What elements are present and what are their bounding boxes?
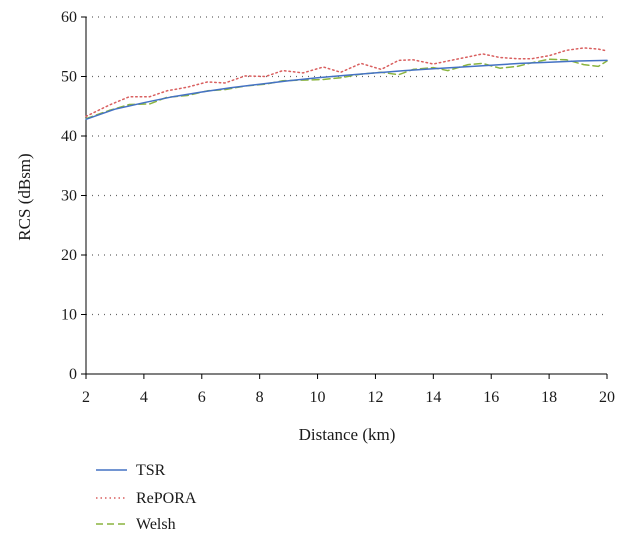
tick-labels: 0 10 20 30 40 50 60 2 4 6 8 10 12 14 16 18 20 [61,9,615,406]
y-tick-label: 50 [61,69,77,86]
legend-item-welsh: Welsh [96,516,176,533]
legend-label-welsh: Welsh [136,516,176,533]
series-line-welsh [85,58,608,120]
series-line-repora [85,47,608,118]
x-tick-label: 4 [140,389,148,406]
axes [81,16,608,379]
x-axis-title: Distance (km) [299,425,396,444]
x-tick-label: 10 [310,389,326,406]
x-tick-label: 2 [82,389,90,406]
legend-label-repora: RePORA [136,490,197,507]
grid-lines [86,16,607,316]
x-tick-label: 20 [599,389,615,406]
y-tick-label: 60 [61,9,77,26]
legend-label-tsr: TSR [136,462,166,479]
x-tick-label: 8 [256,389,264,406]
series-line-tsr [85,59,608,121]
y-tick-label: 30 [61,188,77,205]
x-tick-label: 18 [541,389,557,406]
legend: TSR RePORA Welsh [96,462,197,533]
y-tick-label: 10 [61,307,77,324]
y-tick-label: 40 [61,128,77,145]
x-tick-label: 6 [198,389,206,406]
x-tick-label: 12 [367,389,383,406]
legend-item-repora: RePORA [96,490,197,507]
y-tick-label: 0 [69,366,77,383]
x-tick-label: 14 [425,389,441,406]
legend-item-tsr: TSR [96,462,166,479]
y-axis-title: RCS (dBsm) [15,153,34,240]
series-lines [85,47,608,121]
y-tick-label: 20 [61,247,77,264]
x-tick-label: 16 [483,389,499,406]
